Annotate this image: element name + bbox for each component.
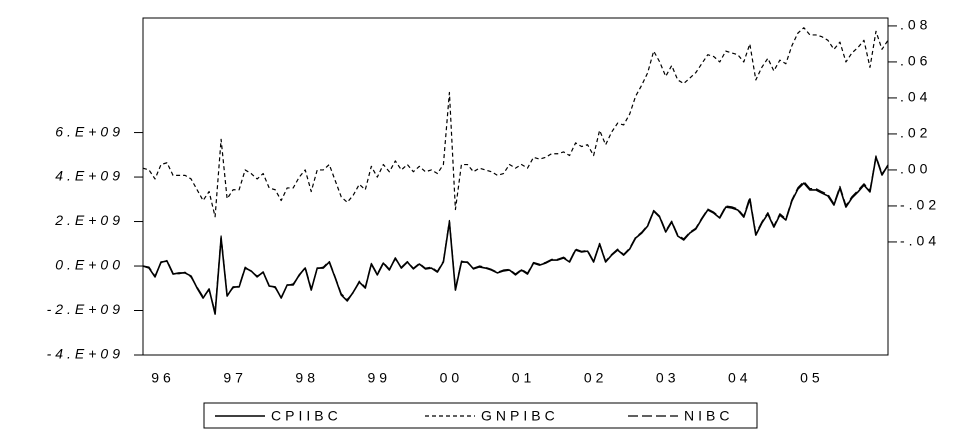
y2-tick-label: .00 <box>900 161 931 177</box>
x-tick-label: 99 <box>368 370 392 386</box>
legend-label: NIBC <box>684 408 733 424</box>
x-tick-label: 04 <box>728 370 752 386</box>
x-tick-label: 02 <box>584 370 608 386</box>
y2-tick-label: .02 <box>900 125 931 141</box>
y-tick-label: 6.E+09 <box>55 123 124 139</box>
y-tick-label: 4.E+09 <box>55 168 124 184</box>
series-line <box>142 156 889 315</box>
y-tick-label: 0.E+00 <box>55 257 124 273</box>
series-line <box>142 27 889 218</box>
y-tick-label: -2.E+09 <box>47 301 124 317</box>
legend-label: CPIIBC <box>271 408 342 424</box>
y2-tick-label: -.02 <box>900 197 940 213</box>
x-tick-label: 01 <box>512 370 536 386</box>
plot-frame <box>142 17 889 356</box>
legend-label: GNPIBC <box>481 408 559 424</box>
x-tick-label: 00 <box>440 370 464 386</box>
y2-tick-label: .04 <box>900 89 931 105</box>
series-line <box>142 155 889 313</box>
y-tick-label: 2.E+09 <box>54 212 124 228</box>
x-tick-label: 97 <box>223 370 247 386</box>
x-tick-label: 03 <box>656 370 680 386</box>
y2-tick-label: .06 <box>900 53 931 69</box>
x-tick-label: 96 <box>151 370 175 386</box>
x-tick-label: 98 <box>295 370 319 386</box>
y2-tick-label: -.04 <box>900 233 940 249</box>
legend-box <box>203 402 758 429</box>
y-tick-label: -4.E+09 <box>47 346 124 362</box>
x-tick-label: 05 <box>800 370 824 386</box>
y2-tick-label: .08 <box>900 17 931 33</box>
